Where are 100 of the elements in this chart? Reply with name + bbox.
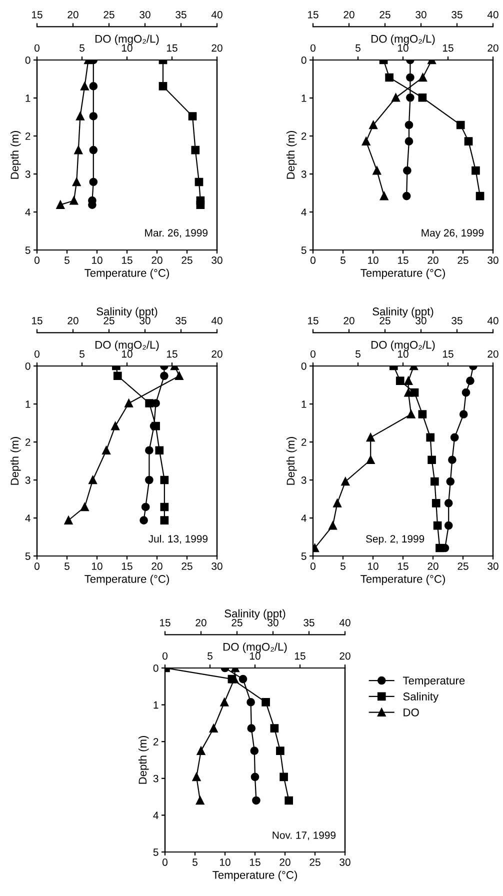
y-tick-label: 4 (301, 514, 306, 522)
point (188, 112, 197, 120)
x2-axis-title: DO (mgO₂/L) (96, 34, 159, 45)
point (404, 120, 414, 130)
x-tick-label: 25 (104, 316, 114, 324)
y-tick-label: 2 (25, 438, 30, 446)
y-tick-label: 3 (301, 170, 306, 178)
x2-tick-label: 0 (310, 350, 316, 358)
point (450, 433, 459, 442)
point (446, 477, 455, 486)
x2-tick-label: 0 (34, 44, 40, 52)
point (402, 192, 411, 200)
x-tick-label: 20 (280, 858, 290, 866)
x-tick-label: 0 (162, 858, 168, 866)
x-tick-label: 30 (212, 256, 222, 264)
annotation: Sep. 2, 1999 (366, 535, 424, 545)
y-tick-label: 0 (301, 362, 306, 370)
point (155, 446, 164, 455)
x2-tick-label: 20 (488, 44, 498, 52)
x-tick-label: 20 (152, 256, 162, 264)
point (428, 456, 436, 464)
x-tick-label: 15 (122, 256, 132, 264)
point (160, 502, 169, 512)
x-tick-label: 40 (211, 316, 222, 324)
point (418, 410, 427, 418)
x-tick-label: 35 (176, 10, 186, 18)
point (476, 192, 484, 200)
x2-tick-label: 0 (34, 350, 40, 358)
y-tick-label: 0 (153, 664, 158, 672)
point (403, 166, 412, 175)
y-axis-title: Depth (m) (286, 130, 297, 179)
x-axis-title: Temperature (°C) (84, 574, 169, 586)
x-tick-label: 5 (340, 562, 346, 570)
x-tick-label: 0 (34, 562, 40, 570)
x-tick-label: 30 (140, 10, 150, 18)
point (246, 698, 255, 706)
x2-tick-label: 10 (250, 652, 260, 660)
x-tick-label: 30 (488, 562, 498, 570)
x-tick-label: 25 (380, 10, 390, 18)
x-tick-label: 10 (220, 858, 230, 866)
x2-tick-label: 5 (356, 44, 360, 52)
y-tick-label: 3 (25, 476, 30, 484)
x-axis-title: Salinity (ppt) (224, 609, 286, 620)
x-tick-label: 20 (152, 562, 162, 570)
x-tick-label: 15 (32, 11, 42, 18)
y-tick-label: 5 (301, 246, 306, 254)
point (276, 746, 284, 755)
x-tick-label: 5 (64, 562, 70, 570)
x2-tick-label: 10 (398, 350, 408, 358)
point (284, 796, 294, 805)
x2-tick-label: 0 (310, 44, 316, 52)
point (89, 178, 98, 186)
point (404, 137, 414, 146)
x2-tick-label: 5 (80, 44, 84, 52)
y-tick-label: 4 (25, 208, 30, 216)
point (396, 376, 404, 385)
point (426, 433, 435, 442)
x-axis-title: Temperature (°C) (212, 870, 297, 882)
x-tick-label: 25 (458, 562, 468, 570)
y-tick-label: 3 (25, 170, 30, 178)
y-tick-label: 0 (25, 362, 30, 370)
point (250, 746, 259, 755)
x2-tick-label: 15 (443, 350, 454, 358)
x-tick-label: 30 (416, 10, 426, 18)
x2-axis-title: DO (mgO₂/L) (372, 34, 435, 45)
x-tick-label: 10 (92, 562, 102, 570)
y-tick-label: 3 (301, 476, 306, 484)
x2-tick-label: 5 (80, 350, 84, 358)
y-tick-label: 5 (153, 848, 158, 856)
legend-label: DO (404, 708, 419, 716)
x2-tick-label: 15 (443, 44, 454, 52)
x-tick-label: 35 (176, 316, 186, 324)
point (456, 120, 465, 130)
x-tick-label: 25 (182, 562, 192, 570)
x-tick-label: 5 (192, 858, 198, 866)
x-axis-title: Temperature (°C) (360, 574, 445, 586)
point (466, 376, 474, 385)
point (444, 521, 453, 530)
x-axis-title: Temperature (°C) (84, 268, 169, 280)
x-tick-label: 30 (268, 618, 278, 626)
x-tick-label: 25 (104, 10, 114, 18)
x-tick-label: 15 (308, 317, 318, 324)
x-tick-label: 15 (122, 562, 132, 570)
y-axis-title: Depth (m) (10, 130, 21, 179)
x-tick-label: 0 (310, 562, 316, 570)
x-tick-label: 25 (232, 618, 242, 626)
y-tick-label: 0 (25, 56, 30, 64)
annotation: Mar. 26, 1999 (145, 229, 208, 238)
point (191, 146, 200, 154)
point (433, 521, 442, 530)
x-tick-label: 0 (34, 256, 40, 264)
x2-tick-label: 20 (488, 350, 498, 358)
x-tick-label: 10 (92, 256, 102, 264)
point (145, 446, 154, 455)
point (252, 796, 260, 805)
y-tick-label: 1 (302, 94, 306, 102)
x-tick-label: 15 (398, 256, 408, 264)
x-tick-label: 20 (68, 10, 78, 18)
annotation: Jul. 13, 1999 (148, 534, 208, 544)
x-tick-label: 30 (212, 562, 222, 570)
